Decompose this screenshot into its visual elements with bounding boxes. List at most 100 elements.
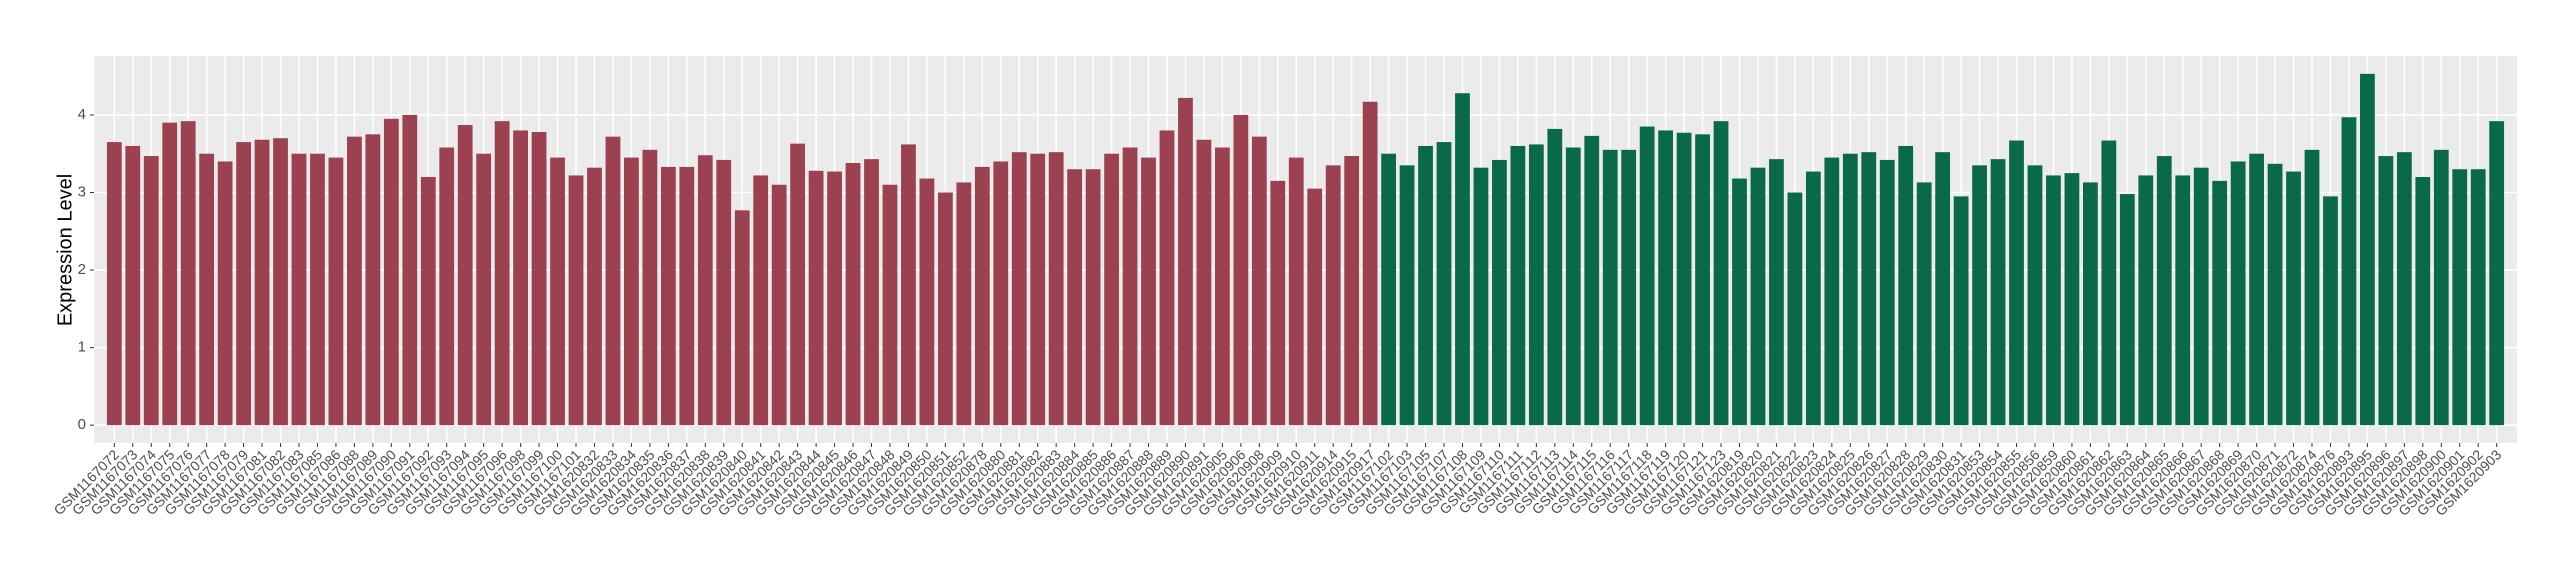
bar (1362, 101, 1378, 426)
bar (1325, 165, 1341, 426)
bar (476, 153, 492, 426)
bar (1861, 152, 1877, 426)
bar (439, 147, 455, 426)
plot-panel (94, 56, 2517, 443)
bar (2267, 163, 2283, 426)
bar (494, 121, 510, 426)
bar (1344, 156, 1360, 426)
bar (2249, 153, 2264, 426)
bar (1584, 135, 1600, 426)
bar (1215, 147, 1230, 426)
bar (1436, 142, 1452, 426)
bar (383, 118, 399, 426)
bar (1695, 134, 1710, 426)
bar (1288, 157, 1304, 426)
bar (1639, 126, 1655, 426)
bar (771, 184, 787, 426)
bar (550, 157, 565, 426)
bar (2138, 175, 2154, 426)
bar (1842, 153, 1858, 426)
y-axis-title: Expression Level (54, 174, 76, 326)
bar (2230, 161, 2246, 426)
bar (143, 156, 159, 426)
bar (2083, 182, 2098, 426)
bar (1011, 152, 1027, 426)
bar (1122, 147, 1138, 426)
bar (1251, 136, 1267, 426)
bar (2193, 167, 2209, 426)
bar (1455, 93, 1470, 426)
bar (1565, 147, 1581, 426)
bar (2064, 173, 2080, 426)
bar (1990, 159, 2006, 426)
bar (1769, 159, 1784, 426)
bar (697, 155, 713, 426)
bar (2470, 169, 2486, 426)
bar (365, 134, 381, 426)
bar (568, 175, 584, 426)
bar (1602, 149, 1618, 426)
bar (254, 139, 270, 426)
bar (1916, 182, 1932, 426)
bar (1787, 192, 1803, 426)
bar (1621, 149, 1637, 426)
y-tick-label: 0 (78, 416, 86, 433)
bar (1805, 171, 1821, 426)
bar (2396, 152, 2412, 426)
bar (2323, 196, 2338, 426)
bar (1067, 169, 1083, 426)
bar (125, 145, 141, 426)
bar (291, 153, 307, 426)
bar (1270, 180, 1286, 426)
bar (993, 161, 1009, 426)
bar (2119, 194, 2135, 426)
bar (1473, 167, 1489, 426)
bar (217, 161, 233, 426)
y-tick-label: 3 (78, 183, 86, 200)
bar (642, 149, 658, 426)
bar (716, 159, 732, 426)
bar (1085, 169, 1101, 426)
bar (1141, 157, 1156, 426)
bar (2360, 73, 2375, 426)
bar (347, 136, 362, 426)
y-tick-label: 1 (78, 339, 86, 356)
bar (2156, 156, 2172, 426)
bar (882, 184, 898, 426)
bar (2433, 149, 2449, 426)
bar (1547, 128, 1563, 426)
bar (2101, 140, 2117, 426)
bar (1399, 165, 1415, 426)
bar (734, 210, 750, 426)
bar (1528, 144, 1544, 426)
bar (1750, 167, 1766, 426)
bar (2286, 171, 2301, 426)
bar (2304, 149, 2320, 426)
bar (937, 192, 953, 426)
bar (1879, 159, 1895, 426)
bar (1178, 97, 1193, 426)
bar (753, 175, 769, 426)
bar (1713, 121, 1729, 426)
bar (199, 153, 215, 426)
bar (457, 125, 473, 426)
bar (1935, 152, 1951, 426)
bar (1418, 145, 1433, 426)
bar (1307, 188, 1323, 426)
bar (2009, 140, 2024, 426)
bar (587, 167, 602, 426)
bar (1492, 159, 1507, 426)
bar (974, 166, 990, 426)
bar (1676, 132, 1692, 426)
bar (2452, 169, 2468, 426)
bar (901, 144, 916, 426)
bar (1972, 165, 1987, 426)
bar (679, 166, 695, 426)
bar (2378, 156, 2394, 426)
bar (956, 182, 972, 426)
bar (2046, 175, 2061, 426)
bar (845, 163, 861, 426)
bar (2175, 175, 2191, 426)
bar (1233, 114, 1249, 426)
bar (1953, 196, 1969, 426)
